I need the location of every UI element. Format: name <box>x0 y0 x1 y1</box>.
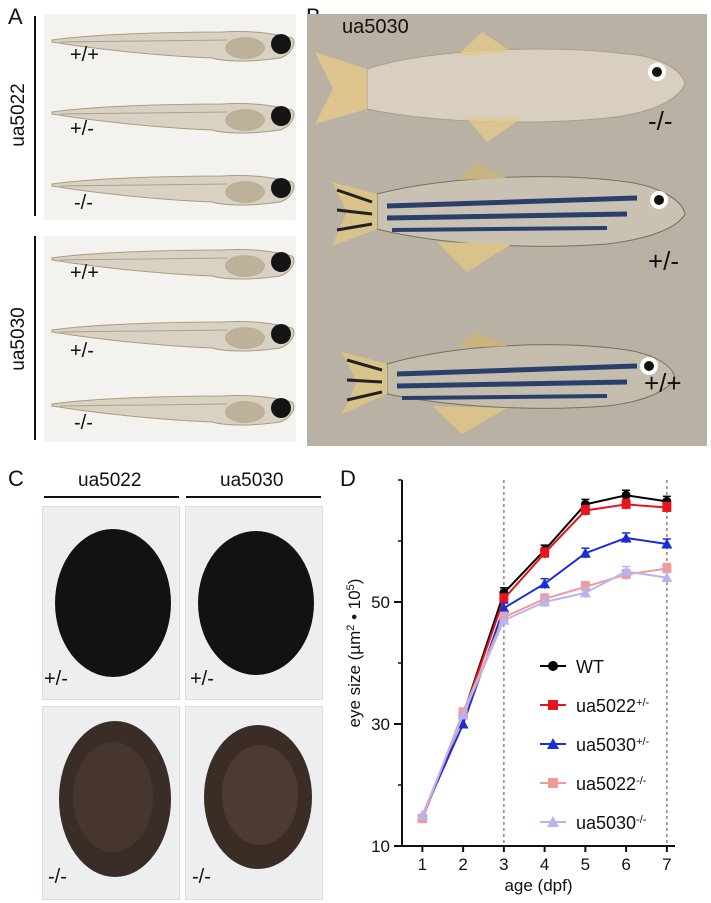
legend-label: ua5022+/- <box>576 696 650 716</box>
eye-genotype-3: -/- <box>48 866 67 888</box>
y-tick-label-10: 10 <box>371 837 390 856</box>
larva-genotype-6: -/- <box>74 412 93 434</box>
legend-item-2: ua5030+/- <box>540 735 650 755</box>
fish-homozygous <box>315 32 686 142</box>
legend-marker <box>548 700 558 710</box>
series-ua5030-hom <box>416 565 673 820</box>
data-point <box>499 594 509 604</box>
column-label-ua5030: ua5030 <box>220 470 284 491</box>
column-underline-1 <box>44 496 179 498</box>
data-point <box>621 490 631 500</box>
x-tick-label-2: 2 <box>458 855 467 874</box>
panel-d-label: D <box>340 466 356 491</box>
fish-genotype-1: -/- <box>648 106 673 136</box>
y-tick-label-30: 30 <box>371 715 390 734</box>
column-label-ua5022: ua5022 <box>78 470 142 491</box>
panel-a-label: A <box>8 4 23 29</box>
fish-wildtype <box>342 332 676 434</box>
eye-genotype-4: -/- <box>192 866 211 888</box>
legend-item-0: WT <box>540 657 604 677</box>
legend-marker <box>547 738 559 749</box>
strain-bar-ua5022 <box>34 16 36 216</box>
data-point <box>662 502 672 512</box>
legend-marker <box>548 661 558 671</box>
data-point <box>621 499 631 509</box>
larva-genotype-1: +/+ <box>70 44 99 66</box>
eye-tile-ua5022-hom <box>42 706 180 900</box>
series-line <box>421 494 667 819</box>
x-tick-label-6: 6 <box>621 855 630 874</box>
x-tick-label-7: 7 <box>662 855 671 874</box>
x-tick-label-4: 4 <box>540 855 549 874</box>
x-axis-label: age (dpf) <box>504 876 572 895</box>
data-point <box>662 563 672 573</box>
data-point <box>620 566 632 576</box>
legend-item-4: ua5030-/- <box>540 813 647 833</box>
panel-c-label: C <box>8 466 24 491</box>
legend-marker <box>548 778 558 788</box>
panel-b-strain: ua5030 <box>342 16 409 38</box>
data-point <box>457 709 469 720</box>
eye-genotype-1: +/- <box>44 668 68 690</box>
data-point <box>539 596 551 607</box>
strain-bar-ua5030 <box>34 236 36 440</box>
data-point <box>579 587 591 598</box>
legend-label: ua5030+/- <box>576 735 650 755</box>
eye-genotype-2: +/- <box>190 668 214 690</box>
data-point <box>661 538 673 549</box>
column-underline-2 <box>186 496 321 498</box>
legend-item-3: ua5022-/- <box>540 774 647 794</box>
data-point <box>580 582 590 592</box>
data-point <box>498 602 510 613</box>
data-point <box>457 718 469 729</box>
data-point <box>416 810 428 820</box>
data-point <box>540 548 550 558</box>
larva-genotype-2: +/- <box>70 118 94 140</box>
eye-size-chart: 10 30 50 1 2 3 4 5 6 7 age (dpf) eye size (µm2 • 10… <box>345 479 675 895</box>
y-tick-label-50: 50 <box>371 593 390 612</box>
larvae-drawings <box>51 30 295 426</box>
fish-heterozygous <box>332 164 686 272</box>
x-tick-label-5: 5 <box>581 855 590 874</box>
legend-label: WT <box>576 657 604 677</box>
eye-tile-ua5022-het <box>42 506 180 700</box>
legend-item-1: ua5022+/- <box>540 696 650 716</box>
fish-genotype-3: +/+ <box>644 368 682 398</box>
fish-genotype-2: +/- <box>648 246 680 276</box>
larva-genotype-3: -/- <box>74 192 93 214</box>
x-tick-label-1: 1 <box>418 855 427 874</box>
legend-label: ua5030-/- <box>576 813 647 833</box>
eye-tile-ua5030-hom <box>185 706 323 900</box>
y-axis-label: eye size (µm2 • 105) <box>345 579 364 728</box>
legend-marker <box>547 816 559 827</box>
data-point <box>539 578 551 589</box>
adult-fish-drawings <box>315 32 686 434</box>
data-point <box>580 506 590 515</box>
larva-genotype-4: +/+ <box>70 262 99 284</box>
legend-label: ua5022-/- <box>576 774 647 794</box>
data-point <box>661 572 673 583</box>
data-point <box>498 614 510 625</box>
larva-genotype-5: +/- <box>70 340 94 362</box>
eye-tile-ua5030-het <box>185 506 323 700</box>
data-point <box>620 532 632 543</box>
x-tick-label-3: 3 <box>499 855 508 874</box>
data-point <box>579 547 591 558</box>
